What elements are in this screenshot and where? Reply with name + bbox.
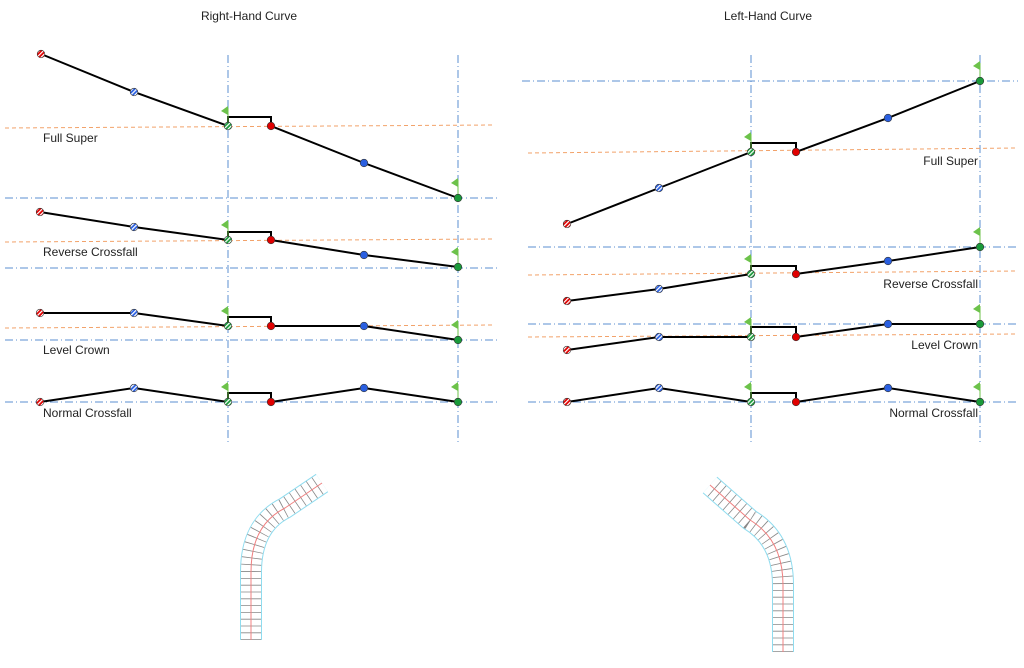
hatched-circle-marker [223, 397, 233, 407]
hatched-circle-marker [562, 397, 572, 407]
flag-icon [221, 382, 228, 391]
case-label: Normal Crossfall [889, 406, 978, 420]
flag-icon [973, 61, 980, 70]
hatched-circle-marker [746, 397, 756, 407]
reference-dashed-line [527, 333, 1017, 338]
circle-marker [975, 76, 985, 86]
circle-marker [266, 235, 276, 245]
case-label: Normal Crossfall [43, 406, 132, 420]
flag-icon [744, 254, 751, 263]
circle-marker [791, 147, 801, 157]
hatched-circle-marker [746, 332, 756, 342]
hatched-circle-marker [654, 332, 664, 342]
reference-dashed-line [4, 238, 494, 243]
circle-marker [883, 383, 893, 393]
hatched-circle-marker [129, 383, 139, 393]
hatched-circle-marker [129, 308, 139, 318]
hatched-circle-marker [562, 219, 572, 229]
hatched-circle-marker [129, 87, 139, 97]
circle-marker [883, 256, 893, 266]
circle-marker [791, 269, 801, 279]
hatched-circle-marker [35, 308, 45, 318]
flag-icon [451, 320, 458, 329]
flag-icon [744, 317, 751, 326]
case-label: Full Super [43, 131, 98, 145]
profile-line [566, 246, 981, 302]
circle-marker [453, 397, 463, 407]
circle-marker [453, 335, 463, 345]
profile-line [40, 53, 459, 199]
case-label: Level Crown [43, 343, 110, 357]
flag-icon [744, 132, 751, 141]
flag-icon [451, 178, 458, 187]
flag-icon [973, 382, 980, 391]
circle-marker [359, 250, 369, 260]
flag-icon [221, 106, 228, 115]
case-label: Level Crown [911, 338, 978, 352]
circle-marker [791, 397, 801, 407]
circle-marker [359, 321, 369, 331]
flag-icon [973, 227, 980, 236]
circle-marker [883, 113, 893, 123]
reference-dashed-line [4, 324, 494, 329]
reference-dashed-line [527, 270, 1017, 276]
circle-marker [791, 332, 801, 342]
hatched-circle-marker [746, 147, 756, 157]
panel-title-left: Left-Hand Curve [724, 9, 812, 23]
circle-marker [975, 319, 985, 329]
hatched-circle-marker [223, 321, 233, 331]
hatched-circle-marker [223, 121, 233, 131]
circle-marker [359, 383, 369, 393]
circle-marker [975, 242, 985, 252]
flag-icon [221, 220, 228, 229]
profile-line [39, 386, 459, 404]
road-plan-right-centerline [250, 482, 323, 640]
hatched-circle-marker [223, 235, 233, 245]
flag-icon [744, 382, 751, 391]
circle-marker [453, 193, 463, 203]
hatched-circle-marker [562, 345, 572, 355]
profile-line [566, 386, 981, 404]
hatched-circle-marker [36, 49, 46, 59]
road-plan-left-centerline [709, 484, 784, 652]
hatched-circle-marker [654, 284, 664, 294]
circle-marker [453, 262, 463, 272]
hatched-circle-marker [129, 222, 139, 232]
profile-line [566, 323, 980, 351]
circle-marker [266, 121, 276, 131]
hatched-circle-marker [562, 296, 572, 306]
circle-marker [883, 319, 893, 329]
case-label: Full Super [923, 154, 978, 168]
hatched-circle-marker [35, 207, 45, 217]
flag-icon [451, 382, 458, 391]
hatched-circle-marker [35, 397, 45, 407]
case-label: Reverse Crossfall [883, 277, 978, 291]
circle-marker [266, 321, 276, 331]
reference-dashed-line [527, 147, 1017, 154]
circle-marker [975, 397, 985, 407]
case-label: Reverse Crossfall [43, 245, 138, 259]
flag-icon [451, 247, 458, 256]
hatched-circle-marker [654, 183, 664, 193]
reference-dashed-line [4, 124, 494, 129]
hatched-circle-marker [654, 383, 664, 393]
circle-marker [266, 397, 276, 407]
profile-line [40, 312, 459, 341]
profile-line [39, 211, 459, 268]
profile-line [566, 80, 981, 225]
circle-marker [359, 158, 369, 168]
flag-icon [221, 306, 228, 315]
panel-title-right: Right-Hand Curve [201, 9, 297, 23]
hatched-circle-marker [746, 269, 756, 279]
flag-icon [973, 304, 980, 313]
